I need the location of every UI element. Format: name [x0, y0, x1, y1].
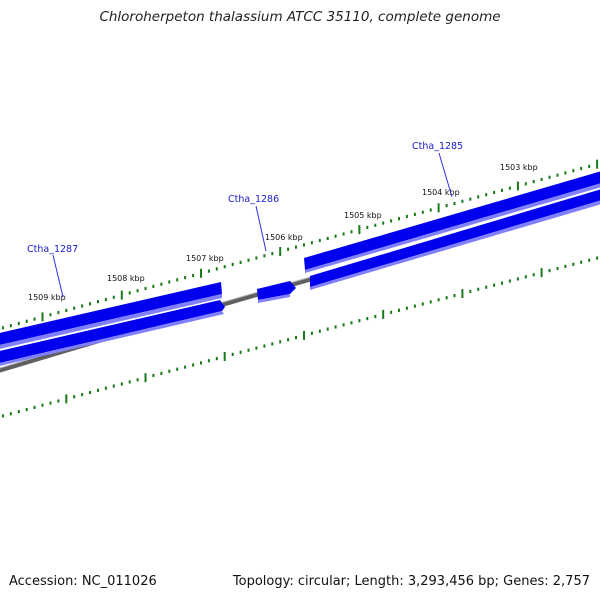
gene-ctha-1287-reverse[interactable]	[0, 300, 225, 367]
scale-label: 1504 kbp	[422, 188, 460, 197]
inner-tick-track	[1, 256, 599, 418]
outer-tick-track	[1, 159, 599, 330]
gene-ctha-1286[interactable]	[257, 281, 296, 303]
genome-stats-label: Topology: circular; Length: 3,293,456 bp…	[232, 574, 590, 589]
gene-label-ctha-1285[interactable]: Ctha_1285	[412, 141, 463, 198]
gene-label-text: Ctha_1285	[412, 141, 463, 152]
gene-ctha-1285-reverse[interactable]	[310, 188, 600, 290]
scale-label: 1506 kbp	[265, 233, 303, 242]
gene-ctha-1285-forward[interactable]	[304, 170, 600, 273]
page-title: Chloroherpeton thalassium ATCC 35110, co…	[99, 9, 501, 25]
gene-label-ctha-1287[interactable]: Ctha_1287	[27, 244, 78, 298]
accession-label: Accession: NC_011026	[9, 574, 157, 589]
scale-label: 1507 kbp	[186, 254, 224, 263]
scale-label: 1509 kbp	[28, 293, 66, 302]
gene-label-ctha-1286[interactable]: Ctha_1286	[228, 194, 279, 252]
scale-label: 1508 kbp	[107, 274, 145, 283]
scale-label: 1503 kbp	[500, 163, 538, 172]
gene-label-text: Ctha_1286	[228, 194, 279, 205]
scale-label: 1505 kbp	[344, 211, 382, 220]
gene-label-text: Ctha_1287	[27, 244, 78, 255]
gene-ctha-1287-forward[interactable]	[0, 282, 222, 350]
